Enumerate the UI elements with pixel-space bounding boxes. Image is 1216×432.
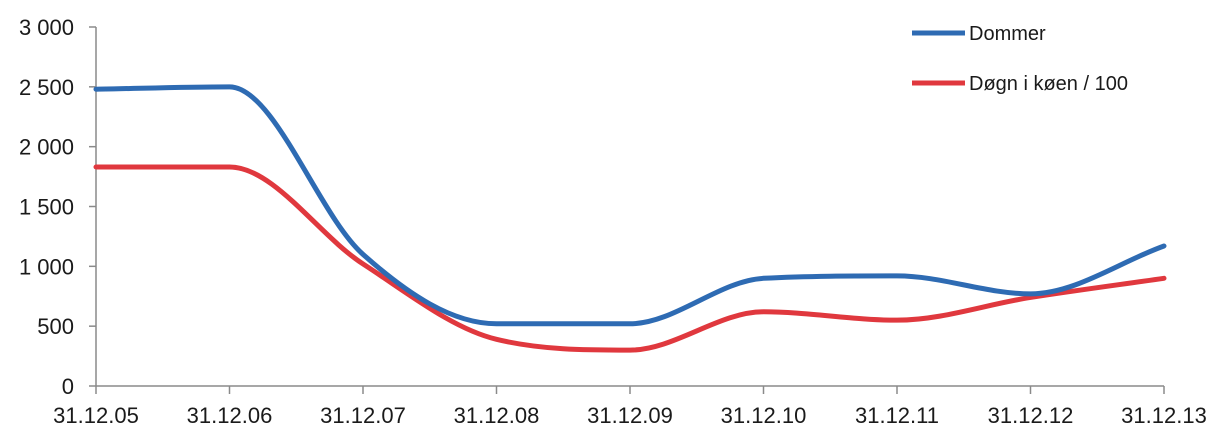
y-tick-label: 1 500 bbox=[19, 195, 74, 220]
x-tick-label: 31.12.11 bbox=[855, 403, 939, 428]
x-tick-label: 31.12.08 bbox=[454, 403, 540, 428]
series-line-1 bbox=[93, 84, 1167, 327]
x-tick-label: 31.12.05 bbox=[53, 403, 139, 428]
y-tick-label: 2 000 bbox=[19, 135, 74, 160]
x-tick-label: 31.12.09 bbox=[587, 403, 673, 428]
x-tick-label: 31.12.10 bbox=[721, 403, 807, 428]
y-axis-ticks: 0 500 1 000 1 500 2 000 2 500 3 000 bbox=[19, 15, 96, 399]
y-tick-label: 500 bbox=[37, 314, 74, 339]
y-tick-label: 2 500 bbox=[19, 75, 74, 100]
x-axis-ticks: 31.12.05 31.12.06 31.12.07 31.12.08 31.12.09… bbox=[53, 386, 1207, 428]
y-tick-label: 0 bbox=[62, 374, 74, 399]
legend-label: Døgn i køen / 100 bbox=[969, 73, 1128, 95]
series-line-2 bbox=[93, 164, 1167, 353]
x-tick-label: 31.12.07 bbox=[320, 403, 406, 428]
legend: Dommer Døgn i køen / 100 bbox=[912, 23, 1128, 95]
series-lines bbox=[93, 84, 1167, 353]
y-tick-label: 3 000 bbox=[19, 15, 74, 40]
y-tick-label: 1 000 bbox=[19, 254, 74, 279]
legend-label: Dommer bbox=[969, 23, 1046, 45]
x-tick-label: 31.12.13 bbox=[1121, 403, 1207, 428]
x-tick-label: 31.12.12 bbox=[988, 403, 1074, 428]
x-tick-label: 31.12.06 bbox=[187, 403, 273, 428]
